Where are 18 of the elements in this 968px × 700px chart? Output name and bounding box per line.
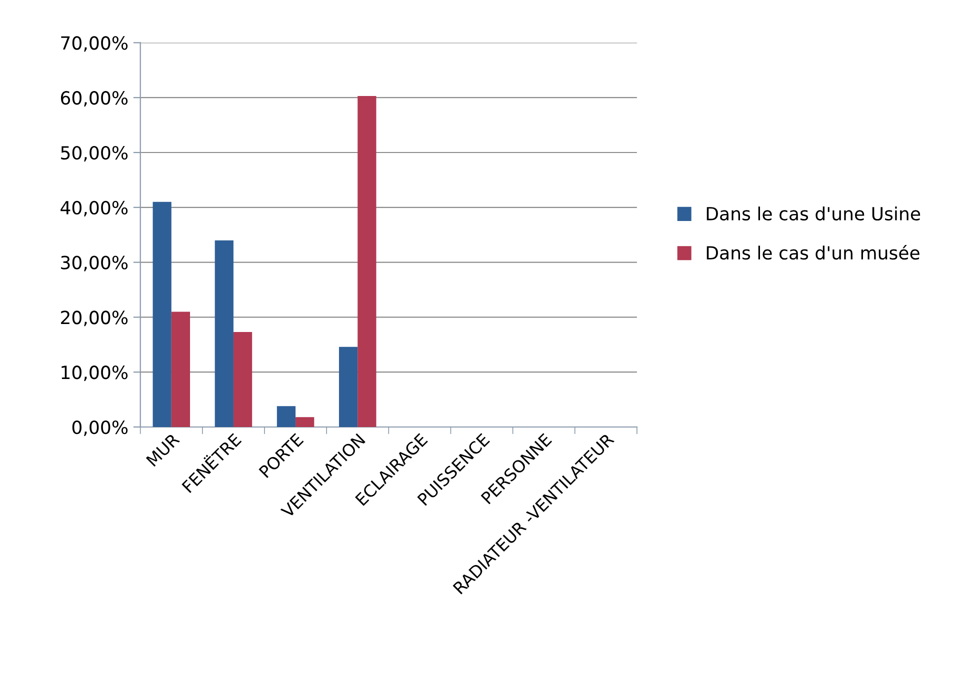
y-tick-label: 30,00% [61, 256, 128, 272]
legend-label: Dans le cas d'une Usine [706, 206, 920, 221]
y-tick-label: 0,00% [72, 420, 128, 436]
bar [338, 346, 358, 427]
legend-label: Dans le cas d'un musée [706, 244, 920, 260]
y-tick-label: 40,00% [60, 200, 128, 216]
y-tick-label: 20,00% [61, 310, 128, 326]
bar [233, 332, 252, 427]
bar [171, 312, 190, 427]
y-tick-label: 50,00% [61, 146, 128, 162]
bar [358, 96, 376, 427]
bar [214, 240, 234, 427]
y-tick-label: 60,00% [60, 91, 128, 107]
bar [296, 417, 314, 427]
bar [276, 406, 296, 427]
y-tick-label: 10,00% [62, 366, 128, 382]
y-tick-label: 70,00% [61, 36, 128, 52]
bar [152, 202, 172, 427]
